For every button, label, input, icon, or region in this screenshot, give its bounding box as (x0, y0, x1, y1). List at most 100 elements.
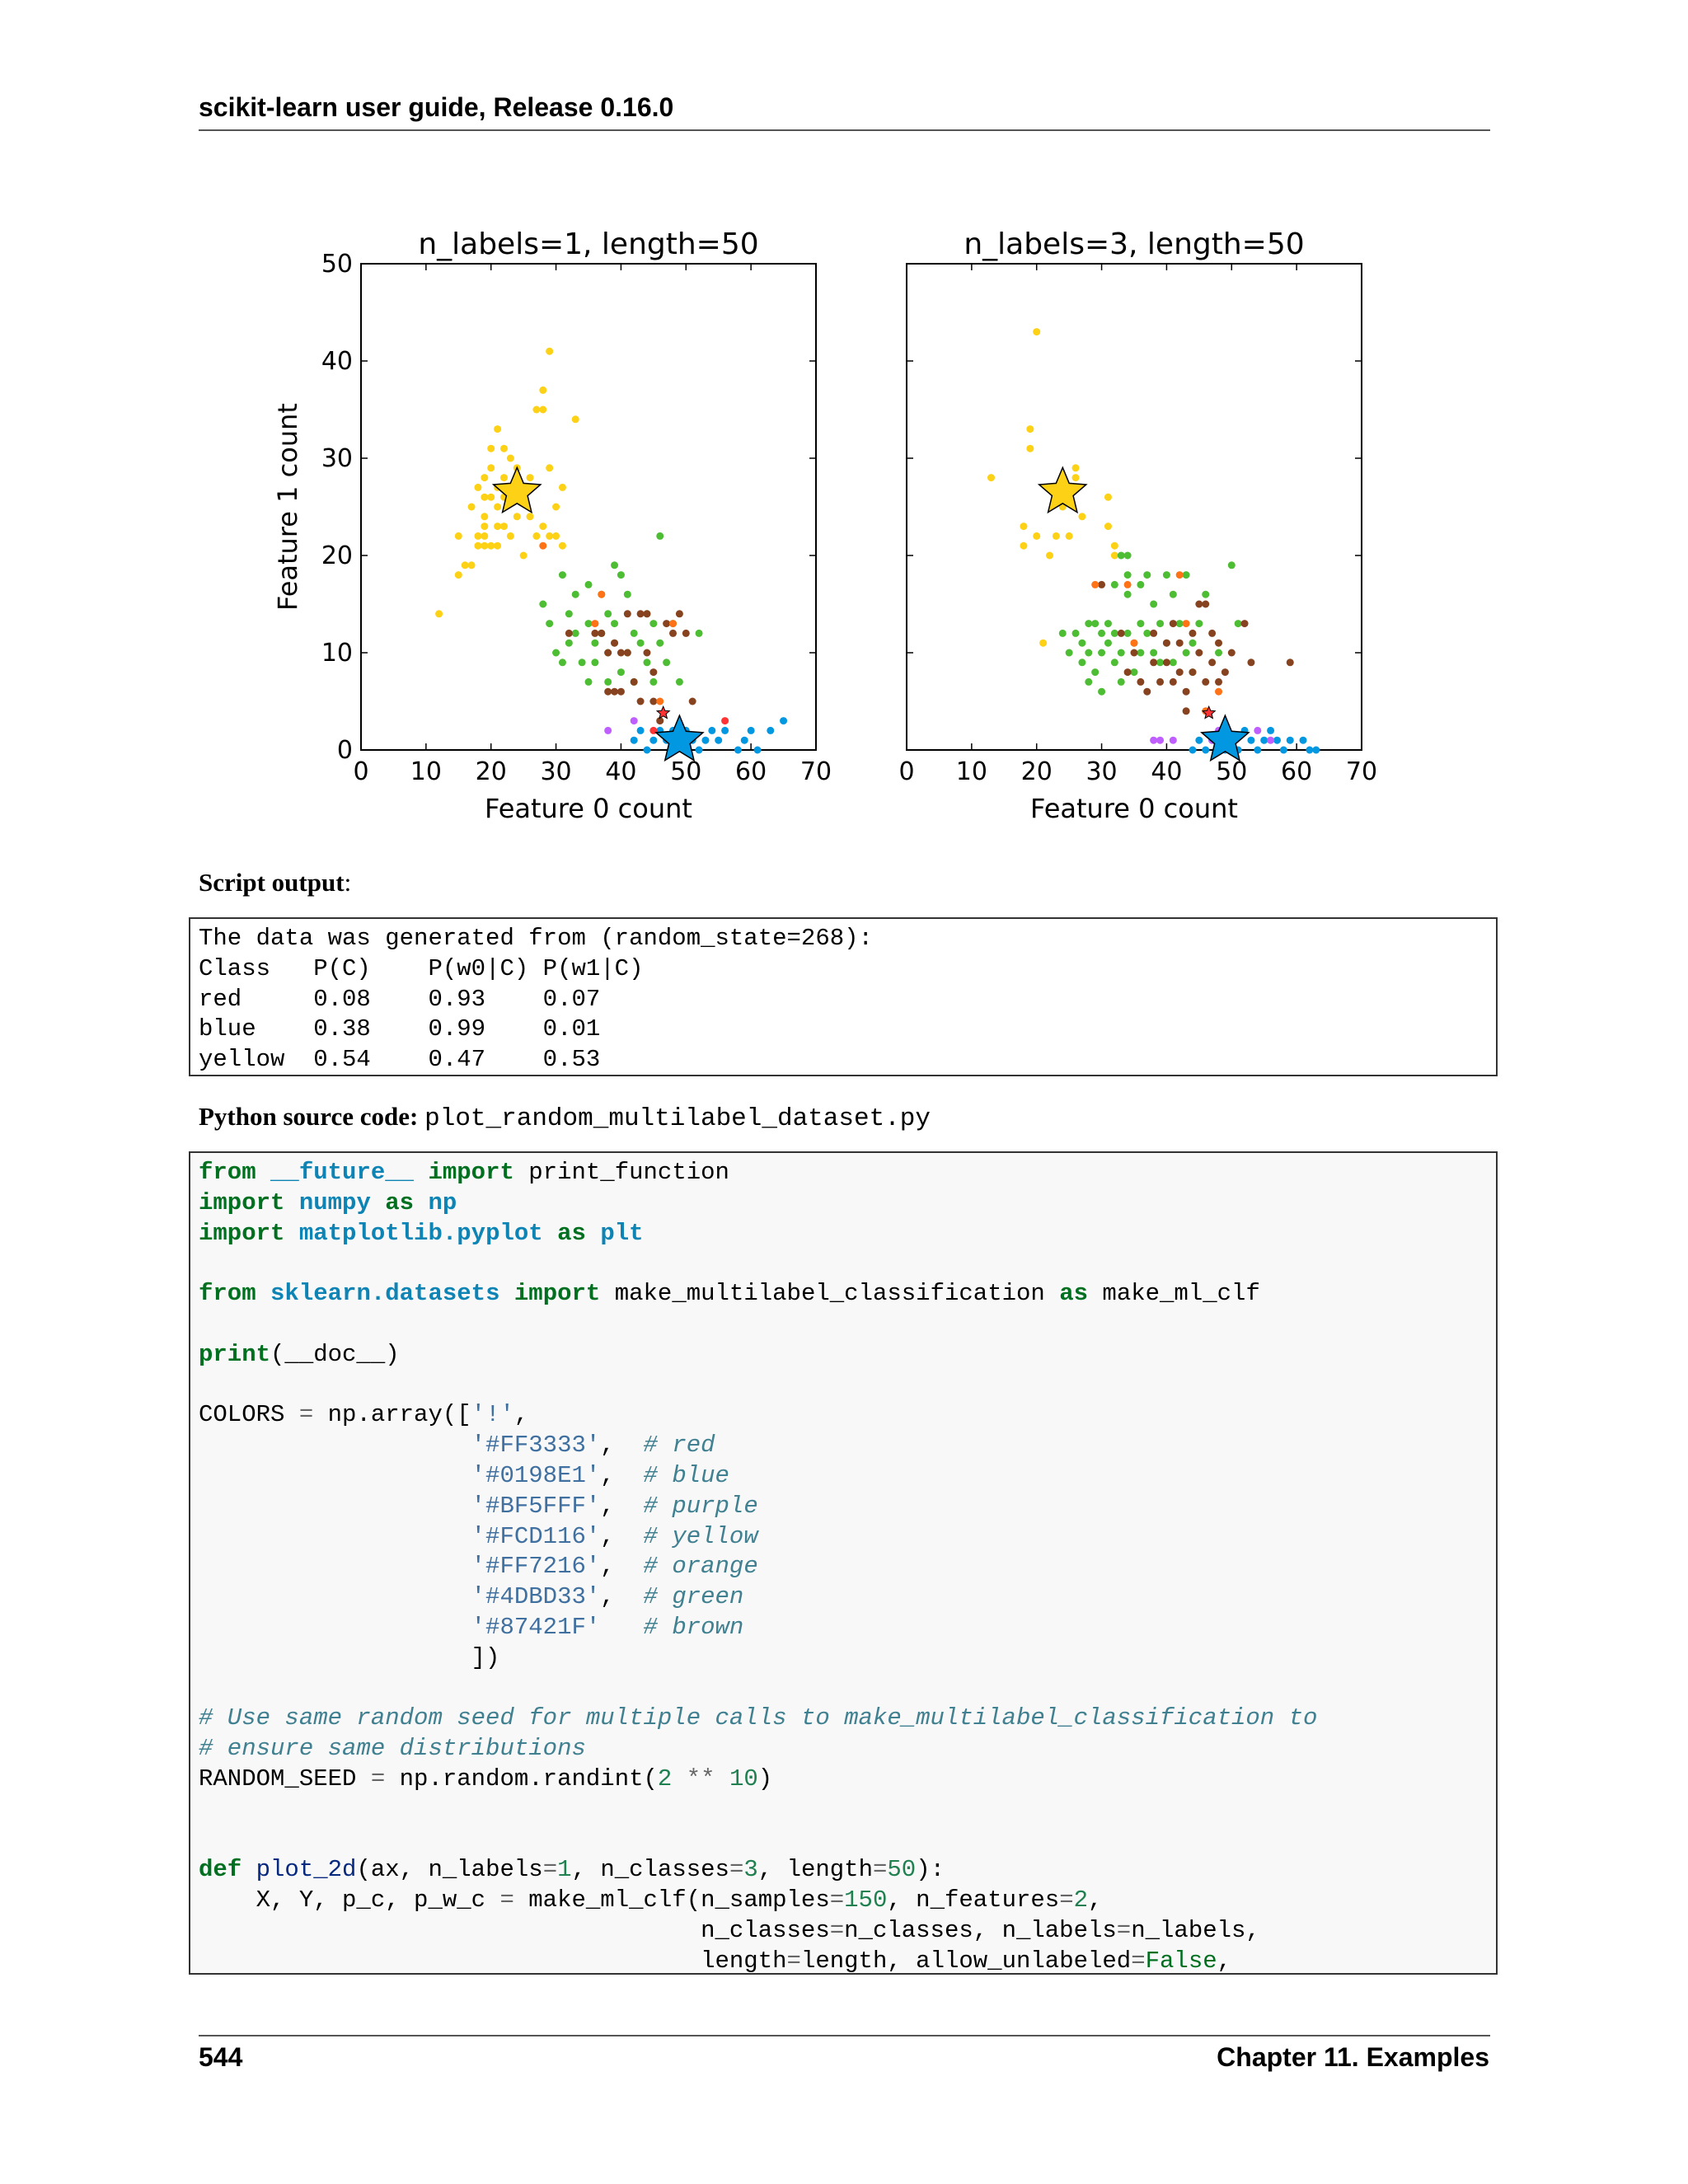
code-token (284, 1189, 298, 1216)
data-point (591, 658, 599, 667)
code-line: length=length, allow_unlabeled=False, (199, 1947, 1231, 1975)
data-point (546, 620, 554, 628)
data-point (487, 444, 495, 452)
x-tick-label: 0 (898, 757, 914, 786)
data-point (611, 561, 619, 569)
code-token: as (1059, 1280, 1089, 1308)
data-point (611, 687, 619, 696)
code-token: '#FCD116' (471, 1522, 601, 1550)
code-line: COLORS = np.array(['!', (199, 1401, 528, 1428)
output-line: Class P(C) P(w0|C) P(w1|C) (199, 954, 644, 982)
data-point (454, 571, 462, 579)
data-point (552, 503, 560, 511)
output-line: The data was generated from (random_stat… (199, 925, 873, 952)
data-point (643, 649, 651, 657)
data-point (1137, 620, 1145, 628)
data-point (656, 697, 664, 705)
code-token (672, 1765, 686, 1793)
code-token (199, 1493, 471, 1520)
data-point (584, 677, 593, 686)
data-point (1182, 649, 1190, 657)
data-point (669, 620, 678, 628)
data-point (1182, 687, 1190, 696)
data-point (481, 523, 489, 531)
data-point (499, 474, 508, 482)
data-point (1117, 551, 1125, 560)
code-line: import numpy as np (199, 1189, 457, 1216)
x-tick-label: 30 (1085, 757, 1117, 786)
data-point (1137, 649, 1145, 657)
data-point (623, 649, 631, 657)
centroid-star (1200, 714, 1250, 762)
x-tick-label: 20 (1021, 757, 1053, 786)
data-point (1189, 668, 1197, 677)
data-point (1169, 590, 1177, 598)
page-number: 544 (199, 2042, 243, 2072)
data-point (526, 474, 534, 482)
data-point (591, 639, 599, 647)
y-tick-label: 30 (321, 444, 353, 473)
data-point (1215, 687, 1223, 696)
code-token: make_multilabel_classification (600, 1280, 1060, 1308)
code-token: # green (643, 1583, 744, 1611)
code-token: import (513, 1280, 601, 1308)
data-point (1026, 444, 1034, 452)
code-token: ]) (199, 1643, 500, 1671)
data-point (1247, 736, 1255, 744)
output-line: yellow 0.54 0.47 0.53 (199, 1046, 601, 1074)
data-point (532, 405, 541, 414)
data-point (1045, 551, 1053, 560)
y-tick-label: 20 (321, 541, 353, 570)
code-line: '#BF5FFF', # purple (199, 1493, 758, 1520)
data-point (1195, 600, 1203, 608)
code-line: '#4DBD33', # green (199, 1583, 744, 1611)
x-axis-label: Feature 0 count (485, 793, 692, 824)
centroid-star (1201, 705, 1217, 719)
data-point (708, 726, 716, 734)
data-point (1110, 658, 1118, 667)
code-token: ** (686, 1765, 715, 1793)
data-point (604, 726, 612, 734)
data-point (649, 620, 658, 628)
code-token: n_labels, (1131, 1916, 1260, 1944)
code-token: False (1145, 1947, 1217, 1975)
data-point (1175, 571, 1184, 579)
data-point (1143, 629, 1151, 637)
code-token: (__doc__) (270, 1340, 400, 1368)
code-token (199, 1462, 471, 1489)
data-point (1208, 658, 1217, 667)
x-axis-label: Feature 0 count (1030, 793, 1238, 824)
code-line: X, Y, p_c, p_w_c = make_ml_clf(n_samples… (199, 1886, 1103, 1915)
data-point (1279, 746, 1287, 754)
code-token: import (428, 1159, 514, 1186)
data-point (649, 668, 658, 677)
x-tick-label: 10 (956, 757, 987, 786)
code-line: RANDOM_SEED = np.random.randint(2 ** 10) (199, 1765, 772, 1793)
data-point (539, 405, 547, 414)
data-point (1110, 541, 1118, 550)
data-point (1215, 649, 1223, 657)
code-token: '#BF5FFF' (471, 1492, 601, 1520)
code-token: , (1088, 1886, 1103, 1915)
data-point (1156, 658, 1165, 667)
code-token: COLORS (199, 1401, 299, 1429)
code-line: '#FF3333', # red (199, 1432, 715, 1459)
data-point (643, 610, 651, 618)
data-point (663, 658, 671, 667)
data-point (1078, 639, 1086, 647)
code-token: RANDOM_SEED (199, 1765, 371, 1793)
data-point (1299, 736, 1307, 744)
data-point (1033, 532, 1041, 540)
data-point (598, 629, 606, 637)
data-point (1286, 658, 1294, 667)
code-line: ]) (199, 1643, 500, 1671)
data-point (1169, 658, 1177, 667)
data-point (611, 620, 619, 628)
code-token: , (513, 1401, 529, 1429)
data-point (740, 736, 748, 744)
data-point (630, 736, 638, 744)
code-token (199, 1614, 471, 1641)
code-token: # blue (643, 1461, 729, 1489)
data-point (1150, 736, 1158, 744)
data-point (1130, 639, 1138, 647)
